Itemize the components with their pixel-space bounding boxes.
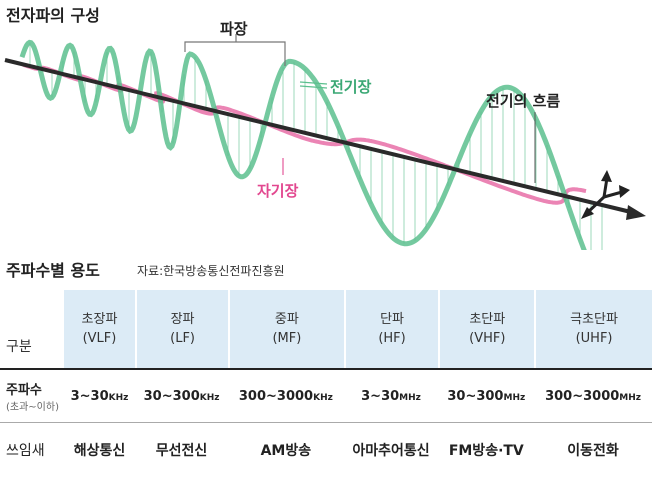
- frequency-unit: KHz: [108, 392, 129, 403]
- band-code: (LF): [170, 331, 195, 346]
- band-header: 초단파 (VHF): [438, 290, 535, 368]
- axes-icon: [581, 170, 630, 219]
- efield-leader: [299, 85, 328, 89]
- frequency-range: 300~3000: [238, 388, 314, 404]
- electric-field-curve: [19, 39, 587, 250]
- section-title: 주파수별 용도: [6, 261, 100, 280]
- wavelength-bracket: [184, 41, 286, 66]
- frequency-unit: MHz: [619, 392, 642, 403]
- frequency-cell: 3~30KHz: [64, 368, 135, 422]
- frequency-unit: KHz: [313, 392, 333, 403]
- band-header: 중파 (MF): [228, 290, 344, 368]
- frequency-range: 3~30: [70, 388, 109, 404]
- frequency-cell: 300~3000KHz: [228, 368, 344, 422]
- frequency-range: 300~3000: [545, 388, 620, 404]
- frequency-range: 3~30: [361, 388, 400, 404]
- frequency-cell: 30~300KHz: [134, 368, 229, 422]
- band-name: 단파: [380, 312, 404, 327]
- usage-cell: 아마추어통신: [343, 422, 439, 477]
- band-code: (VHF): [469, 331, 506, 346]
- usage-cell: 이동전화: [534, 422, 652, 477]
- usage-cell: AM방송: [228, 422, 344, 477]
- current-flow-label: 전기의 흐름: [486, 92, 561, 110]
- frequency-range: 30~300: [143, 388, 200, 404]
- row-label-category: 구분: [0, 290, 64, 368]
- efield-leader: [299, 81, 328, 85]
- frequency-unit: KHz: [199, 392, 220, 403]
- band-name: 장파: [170, 312, 195, 327]
- band-code: (MF): [272, 331, 302, 346]
- band-code: (VLF): [82, 331, 117, 346]
- band-code: (HF): [378, 331, 406, 346]
- page-title: 전자파의 구성: [6, 6, 100, 25]
- row-label-frequency: 주파수 (초과~이하): [0, 368, 64, 422]
- band-header: 극초단파 (UHF): [534, 290, 652, 368]
- table-header-row: 구분 초장파 (VLF) 장파 (LF) 중파 (MF) 단파 (HF) 초단파 (VHF…: [0, 290, 652, 368]
- wave-diagram: [4, 34, 646, 250]
- usage-cell: 무선전신: [134, 422, 229, 477]
- frequency-unit: MHz: [399, 392, 421, 403]
- current-arrowhead: [626, 205, 646, 220]
- frequency-cell: 3~30MHz: [343, 368, 439, 422]
- current-axis: [4, 58, 636, 215]
- frequency-cell: 300~3000MHz: [534, 368, 652, 422]
- band-code: (UHF): [575, 331, 613, 346]
- magnetic-field-label: 자기장: [257, 182, 299, 200]
- band-name: 초단파: [469, 312, 506, 327]
- electric-wave: [19, 39, 603, 250]
- band-header: 초장파 (VLF): [64, 290, 135, 368]
- usage-row: 쓰임새 해상통신 무선전신 AM방송 아마추어통신 FM방송·TV 이동전화: [0, 422, 652, 477]
- source-note: 자료:한국방송통신전파진흥원: [137, 264, 285, 278]
- usage-cell: FM방송·TV: [438, 422, 535, 477]
- band-header: 단파 (HF): [343, 290, 439, 368]
- band-name: 중파: [274, 312, 299, 327]
- frequency-table: 구분 초장파 (VLF) 장파 (LF) 중파 (MF) 단파 (HF) 초단파 (VHF…: [0, 290, 652, 477]
- frequency-label: 주파수: [6, 383, 42, 398]
- frequency-cell: 30~300MHz: [438, 368, 535, 422]
- usage-cell: 해상통신: [64, 422, 135, 477]
- frequency-sublabel: (초과~이하): [6, 402, 59, 413]
- frequency-range: 30~300: [447, 388, 504, 404]
- frequency-unit: MHz: [503, 392, 526, 403]
- band-name: 초장파: [81, 312, 118, 327]
- band-name: 극초단파: [570, 312, 618, 327]
- row-label-usage: 쓰임새: [0, 422, 64, 477]
- electric-field-label: 전기장: [330, 78, 372, 96]
- band-header: 장파 (LF): [134, 290, 229, 368]
- frequency-row: 주파수 (초과~이하) 3~30KHz 30~300KHz 300~3000KHz…: [0, 368, 652, 422]
- wavelength-label: 파장: [220, 20, 248, 38]
